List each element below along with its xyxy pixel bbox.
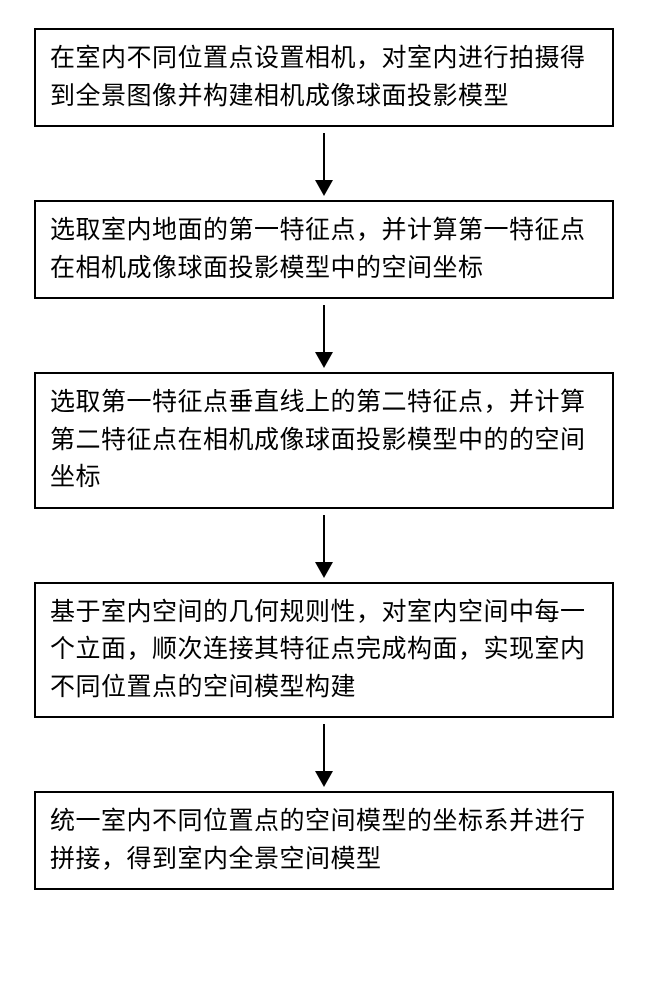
arrow-4 [315, 724, 333, 787]
step-box-1: 在室内不同位置点设置相机，对室内进行拍摄得到全景图像并构建相机成像球面投影模型 [34, 28, 614, 127]
arrow-1 [315, 133, 333, 196]
step-box-2: 选取室内地面的第一特征点，并计算第一特征点在相机成像球面投影模型中的空间坐标 [34, 200, 614, 299]
arrow-head-2 [315, 352, 333, 368]
step-2-text: 选取室内地面的第一特征点，并计算第一特征点在相机成像球面投影模型中的空间坐标 [50, 217, 586, 282]
arrow-2 [315, 305, 333, 368]
arrow-head-3 [315, 562, 333, 578]
step-5-text: 统一室内不同位置点的空间模型的坐标系并进行拼接，得到室内全景空间模型 [50, 808, 586, 873]
step-3-text: 选取第一特征点垂直线上的第二特征点，并计算第二特征点在相机成像球面投影模型中的的… [50, 389, 586, 491]
arrow-line-1 [323, 133, 325, 181]
arrow-line-4 [323, 724, 325, 772]
arrow-head-4 [315, 771, 333, 787]
step-1-text: 在室内不同位置点设置相机，对室内进行拍摄得到全景图像并构建相机成像球面投影模型 [50, 45, 586, 110]
arrow-3 [315, 515, 333, 578]
step-box-4: 基于室内空间的几何规则性，对室内空间中每一个立面，顺次连接其特征点完成构面，实现… [34, 582, 614, 719]
step-box-5: 统一室内不同位置点的空间模型的坐标系并进行拼接，得到室内全景空间模型 [34, 791, 614, 890]
arrow-head-1 [315, 180, 333, 196]
step-4-text: 基于室内空间的几何规则性，对室内空间中每一个立面，顺次连接其特征点完成构面，实现… [50, 599, 586, 701]
flowchart-container: 在室内不同位置点设置相机，对室内进行拍摄得到全景图像并构建相机成像球面投影模型 … [0, 0, 648, 890]
arrow-line-2 [323, 305, 325, 353]
arrow-line-3 [323, 515, 325, 563]
step-box-3: 选取第一特征点垂直线上的第二特征点，并计算第二特征点在相机成像球面投影模型中的的… [34, 372, 614, 509]
